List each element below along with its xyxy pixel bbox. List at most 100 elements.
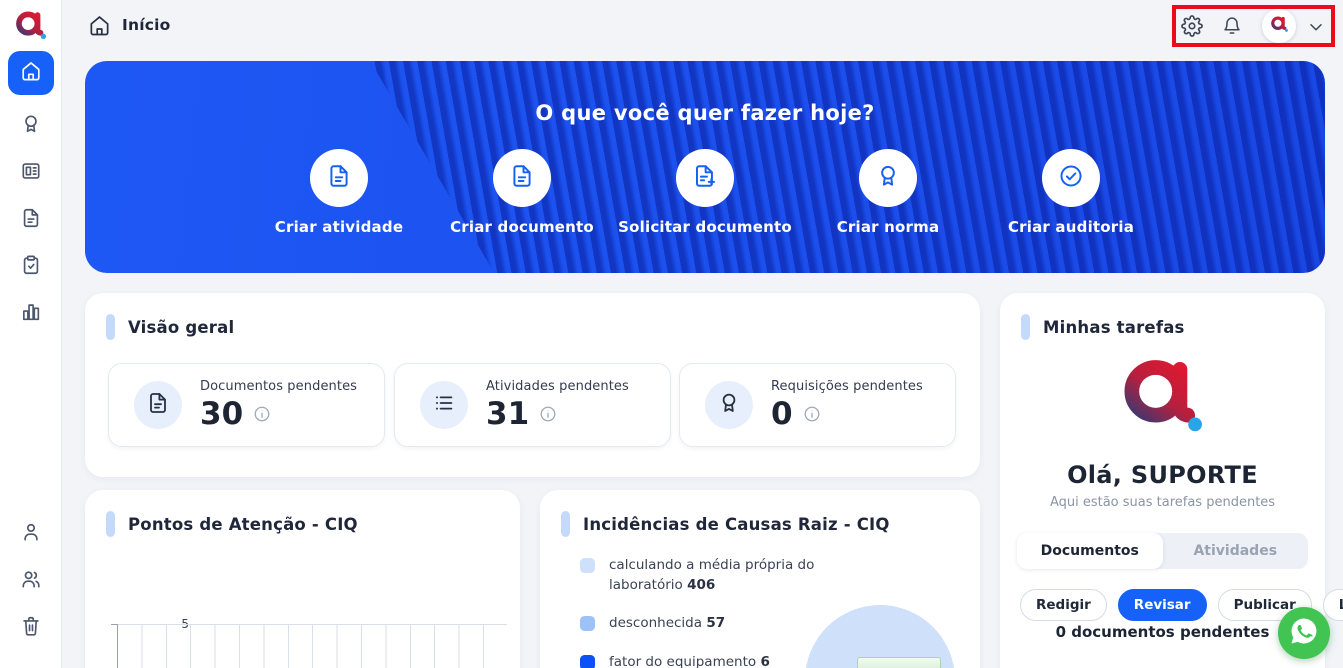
attention-chart-card: Pontos de Atenção - CIQ 5 0 xyxy=(85,490,520,668)
action-criar-documento[interactable]: Criar documento xyxy=(431,149,614,236)
document-icon xyxy=(20,207,42,233)
bar-chart-icon xyxy=(20,301,42,327)
gear-icon[interactable] xyxy=(1181,15,1203,37)
section-accent-bar xyxy=(561,511,570,537)
home-icon xyxy=(20,60,42,86)
sidebar-item-documentos[interactable] xyxy=(8,203,54,236)
action-label: Criar auditoria xyxy=(1007,218,1135,236)
avatar-brand-logo xyxy=(1270,14,1289,38)
section-title: Visão geral xyxy=(128,317,235,337)
sidebar-item-normas[interactable] xyxy=(8,109,54,142)
award-badge-icon xyxy=(875,163,901,193)
award-badge-icon xyxy=(717,391,741,419)
tab-atividades[interactable]: Atividades xyxy=(1193,543,1278,559)
attention-chart: 5 0 xyxy=(85,552,520,668)
check-circle-icon xyxy=(1058,163,1084,193)
stat-requisicoes-pendentes[interactable]: Requisições pendentes 0 xyxy=(679,363,956,447)
whatsapp-button[interactable] xyxy=(1278,607,1330,659)
chart-gridline-h xyxy=(117,624,507,625)
action-solicitar-documento[interactable]: Solicitar documento xyxy=(614,149,797,236)
pie-legend: calculando a média própria do laboratóri… xyxy=(580,556,824,668)
section-title: Minhas tarefas xyxy=(1043,317,1185,337)
legend-swatch xyxy=(580,616,595,632)
users-icon xyxy=(20,568,42,594)
root-causes-card: Incidências de Causas Raiz - CIQ calcula… xyxy=(540,490,980,668)
pie-overlay-thumbnail xyxy=(857,657,941,668)
sidebar-item-user[interactable] xyxy=(8,517,54,550)
tab-documentos[interactable]: Documentos xyxy=(1017,533,1163,569)
pill-redigir[interactable]: Redigir xyxy=(1020,589,1107,621)
avatar[interactable] xyxy=(1262,9,1296,43)
home-icon xyxy=(88,14,111,37)
action-label: Criar norma xyxy=(836,218,940,236)
section-accent-bar xyxy=(106,511,115,537)
legend-label: fator do equipamento xyxy=(609,653,757,668)
stat-value: 30 xyxy=(200,395,244,432)
overview-card: Visão geral Documentos pendentes 30 Ativ… xyxy=(85,293,980,477)
stat-label: Requisições pendentes xyxy=(771,378,923,394)
hero-banner: O que você quer fazer hoje? Criar ativid… xyxy=(85,61,1325,273)
file-plus-icon xyxy=(692,163,718,193)
greeting-subtitle: Aqui estão suas tarefas pendentes xyxy=(1049,495,1276,510)
sidebar-item-auditorias[interactable] xyxy=(8,250,54,283)
banner-actions: Criar atividade Criar documento Solicita… xyxy=(85,149,1325,236)
tasks-tabbar: Documentos Atividades xyxy=(1017,533,1308,569)
sidebar-item-relatorios[interactable] xyxy=(8,297,54,330)
section-title: Incidências de Causas Raiz - CIQ xyxy=(583,514,890,534)
brand-logo xyxy=(1119,348,1207,442)
chart-tick xyxy=(111,624,117,625)
user-icon xyxy=(20,521,42,547)
info-icon[interactable] xyxy=(539,405,557,423)
legend-value: 6 xyxy=(760,653,770,668)
banner-title: O que você quer fazer hoje? xyxy=(535,101,875,125)
trash-icon xyxy=(20,615,42,641)
chart-gridlines xyxy=(117,624,507,668)
legend-item[interactable]: desconhecida 57 xyxy=(580,614,824,634)
list-icon xyxy=(432,391,456,419)
legend-label: desconhecida xyxy=(609,615,703,632)
sidebar-footer xyxy=(0,517,62,644)
sidebar xyxy=(0,0,62,668)
sidebar-item-journal[interactable] xyxy=(8,156,54,189)
file-text-icon xyxy=(509,163,535,193)
legend-swatch xyxy=(580,558,595,573)
pill-revisar[interactable]: Revisar xyxy=(1117,589,1207,621)
action-criar-norma[interactable]: Criar norma xyxy=(797,149,980,236)
info-icon[interactable] xyxy=(803,405,821,423)
pill-ler[interactable]: Ler xyxy=(1322,589,1343,621)
section-accent-bar xyxy=(1021,314,1030,340)
action-criar-atividade[interactable]: Criar atividade xyxy=(248,149,431,236)
stat-atividades-pendentes[interactable]: Atividades pendentes 31 xyxy=(394,363,671,447)
legend-swatch xyxy=(580,654,595,668)
stat-value: 0 xyxy=(771,395,793,432)
action-label: Criar documento xyxy=(450,218,594,236)
sidebar-item-trash[interactable] xyxy=(8,611,54,644)
action-criar-auditoria[interactable]: Criar auditoria xyxy=(980,149,1163,236)
bell-icon[interactable] xyxy=(1222,16,1242,36)
brand-logo xyxy=(14,6,48,44)
legend-label: calculando a média própria do laboratóri… xyxy=(609,557,815,593)
legend-item[interactable]: calculando a média própria do laboratóri… xyxy=(580,556,824,595)
tasks-filter-pills: Redigir Revisar Publicar Ler xyxy=(1020,589,1343,621)
legend-item[interactable]: fator do equipamento 6 xyxy=(580,653,824,668)
stat-documentos-pendentes[interactable]: Documentos pendentes 30 xyxy=(108,363,385,447)
sidebar-item-home[interactable] xyxy=(7,51,54,95)
legend-value: 406 xyxy=(687,576,716,593)
clipboard-check-icon xyxy=(20,254,42,280)
document-icon xyxy=(146,391,170,419)
greeting-text: Olá, SUPORTE xyxy=(1067,461,1258,489)
whatsapp-icon xyxy=(1289,616,1319,650)
sidebar-item-users[interactable] xyxy=(8,564,54,597)
action-label: Solicitar documento xyxy=(618,218,792,236)
action-label: Criar atividade xyxy=(274,218,404,236)
section-title: Pontos de Atenção - CIQ xyxy=(128,514,358,534)
file-text-icon xyxy=(326,163,352,193)
empty-state-text: 0 documentos pendentes xyxy=(1055,623,1270,641)
sidebar-nav xyxy=(7,51,54,330)
chevron-down-icon[interactable] xyxy=(1306,17,1326,37)
info-icon[interactable] xyxy=(253,405,271,423)
legend-value: 57 xyxy=(706,615,726,632)
journal-icon xyxy=(20,160,42,186)
section-accent-bar xyxy=(106,314,115,340)
page-title: Início xyxy=(122,16,171,34)
